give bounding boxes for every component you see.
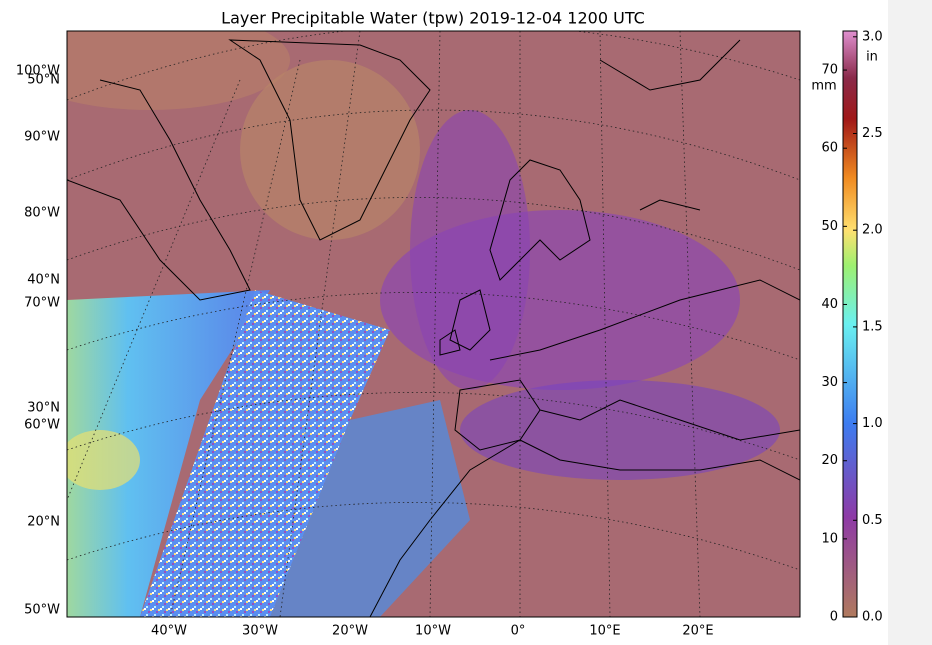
colorbar-right-tick-label: 2.0 — [862, 223, 883, 238]
map-left-label: 40°N — [27, 273, 60, 288]
map-bottom-label: 30°W — [242, 624, 278, 639]
colorbar-right-units: in — [866, 50, 878, 65]
map-left-label: 60°W — [24, 418, 60, 433]
map-left-label: 20°N — [27, 515, 60, 530]
map-bottom-label: 20°W — [332, 624, 368, 639]
map-left-label: 90°W — [24, 130, 60, 145]
map-bottom-label: 0° — [511, 624, 526, 639]
colorbar-right-tick-label: 3.0 — [862, 29, 883, 44]
colorbar-left-tick-label: 30 — [821, 375, 838, 390]
colorbar-right-tick-label: 2.5 — [862, 126, 883, 141]
colorbar-left-tick-label: 70 — [821, 63, 838, 78]
side-strip — [888, 0, 932, 645]
colorbar-left-tick-label: 20 — [821, 453, 838, 468]
map-left-label: 80°W — [24, 206, 60, 221]
title: Layer Precipitable Water (tpw) 2019-12-0… — [221, 9, 645, 28]
colorbar-right-tick-label: 1.0 — [862, 416, 883, 431]
map — [67, 31, 800, 617]
colorbar-left-tick-label: 60 — [821, 141, 838, 156]
map-left-label: 50°N — [27, 73, 60, 88]
colorbar-left-units: mm — [811, 79, 836, 94]
map-left-label: 70°W — [24, 296, 60, 311]
map-frame — [66, 30, 801, 618]
map-left-label: 30°N — [27, 401, 60, 416]
colorbar-right-tick-label: 1.5 — [862, 319, 883, 334]
colorbar-left-tick-label: 0 — [830, 610, 838, 625]
colorbar-left-tick-label: 40 — [821, 297, 838, 312]
colorbar-right-tick-label: 0.0 — [862, 610, 883, 625]
map-bottom-label: 10°E — [589, 624, 620, 639]
map-left-label: 100°W — [16, 64, 60, 79]
map-bottom-label: 10°W — [415, 624, 451, 639]
map-bottom-label: 40°W — [151, 624, 187, 639]
colorbar — [842, 30, 858, 618]
map-left-label: 50°W — [24, 603, 60, 618]
colorbar-left-tick-label: 10 — [821, 531, 838, 546]
colorbar-left-tick-label: 50 — [821, 219, 838, 234]
colorbar-right-tick-label: 0.5 — [862, 513, 883, 528]
map-bottom-label: 20°E — [682, 624, 713, 639]
